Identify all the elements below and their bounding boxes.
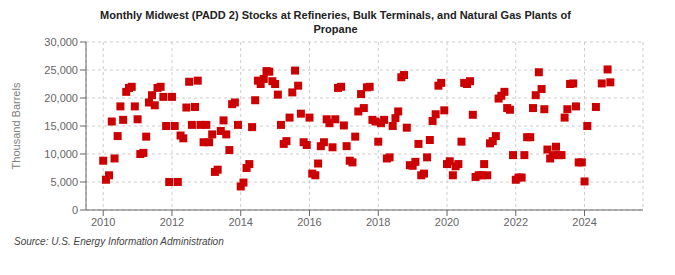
svg-text:25,000: 25,000 (44, 64, 78, 76)
svg-text:20,000: 20,000 (44, 92, 78, 104)
svg-text:15,000: 15,000 (44, 120, 78, 132)
svg-text:2016: 2016 (297, 216, 321, 228)
svg-text:5,000: 5,000 (50, 176, 78, 188)
svg-text:30,000: 30,000 (44, 36, 78, 48)
svg-text:2022: 2022 (504, 216, 528, 228)
svg-text:Thousand Barrels: Thousand Barrels (10, 82, 22, 169)
html-text:Propane: Propane (313, 23, 358, 35)
svg-text:0: 0 (72, 204, 78, 216)
svg-text:2014: 2014 (228, 216, 252, 228)
svg-text:2020: 2020 (435, 216, 459, 228)
svg-text:2012: 2012 (160, 216, 184, 228)
svg-text:2018: 2018 (366, 216, 390, 228)
html-text:Monthly Midwest (PADD 2) Stock: Monthly Midwest (PADD 2) Stocks at Refin… (100, 9, 571, 21)
svg-text:10,000: 10,000 (44, 148, 78, 160)
svg-text:2010: 2010 (91, 216, 115, 228)
html-text:Source: U.S. Energy Informatio: Source: U.S. Energy Information Administ… (14, 236, 224, 247)
svg-text:2024: 2024 (572, 216, 596, 228)
